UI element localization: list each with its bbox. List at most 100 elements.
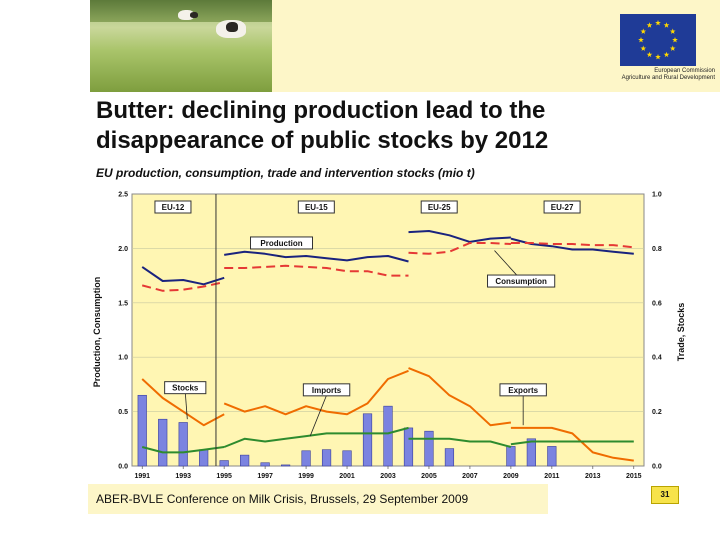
right-tick-label: 0.4 [652,355,662,362]
consumption-line [408,242,511,255]
left-tick-label: 1.0 [118,355,128,362]
period-label: EU-25 [428,203,451,212]
eu-star-icon [672,37,678,43]
y-axis-left-title: Production, Consumption [92,277,102,388]
slide-title: Butter: declining production lead to the… [96,96,716,156]
period-label-box [543,200,581,214]
grid-lines [132,248,644,412]
stocks-label: Stocks [172,384,199,393]
x-tick-label: 2015 [626,473,642,480]
imports-label-box [302,383,351,397]
x-tick-label: 1997 [257,473,273,480]
stocks-bar [219,460,229,467]
eu-star-icon [669,45,676,51]
eu-star-icon [646,51,653,58]
stocks-bar [178,422,188,467]
production-label: Production [260,239,302,248]
stocks-label-box [164,381,207,395]
eu-caption-line2: Agriculture and Rural Development [621,75,715,81]
stocks-bar [280,464,291,467]
stocks-bar [158,418,168,467]
stocks-bar [526,438,536,467]
eu-caption-line1: European Commission [654,68,715,74]
stocks-bar [260,462,270,467]
stocks-bars [137,394,557,467]
butter-chart: 0.0 0.0 0.5 0.2 1.0 0.4 1.5 0.6 2.0 0.8 2.5 1.0 1991… [92,192,686,481]
imports-pointer [309,395,327,437]
cow-image [178,10,194,20]
eu-star-icon [640,45,647,51]
production-line [224,250,409,263]
consumption-label-box [487,274,556,288]
y-axis-right-title: Trade, Stocks [676,303,686,362]
eu-star-icon [640,28,647,34]
slide-footer: ABER-BVLE Conference on Milk Crisis, Bru… [96,492,469,506]
eu-star-icon [663,22,670,28]
exports-line [223,369,409,416]
stocks-bar [240,454,250,467]
exports-label-box [499,383,547,397]
left-tick-label: 2.5 [118,192,128,199]
chart-subtitle: EU production, consumption, trade and in… [96,166,475,180]
cow-image [226,22,238,32]
page-number: 31 [651,486,679,504]
eu-star-icon [669,28,676,34]
banner-photo-cows [90,0,272,92]
stocks-bar [444,448,455,467]
slide-title-line1: Butter: declining production lead to the [96,97,546,124]
x-tick-label: 2011 [544,473,559,480]
stocks-bar [321,449,332,467]
imports-line [141,446,225,454]
left-tick-label: 0.0 [118,464,128,471]
x-tick-label: 2009 [503,473,519,480]
eu-star-icon [655,20,661,26]
period-label-box [297,200,335,214]
stocks-bar [362,413,373,467]
x-tick-label: 2013 [585,473,601,480]
period-label: EU-12 [162,203,185,212]
eu-star-icon [638,37,644,43]
x-tick-label: 2001 [339,473,355,480]
stocks-bar [301,450,311,467]
stocks-bar [547,446,557,467]
right-tick-label: 1.0 [652,192,662,199]
chart-labels: EU-12 EU-15 EU-25 EU-27 Production Consumptio… [154,200,581,437]
production-line [141,266,225,286]
axis-ticks: 0.0 0.0 0.5 0.2 1.0 0.4 1.5 0.6 2.0 0.8 2.5 1.0 1991… [118,192,662,481]
exports-line [141,378,225,427]
period-label-box [154,200,192,214]
stocks-bar [424,430,434,467]
eu-star-icon [663,51,670,58]
stocks-pointer [184,391,188,420]
stocks-bar [506,446,516,467]
eu-star-icon [646,22,653,28]
left-tick-label: 2.0 [118,246,128,253]
stocks-bar [383,405,393,467]
production-pointer [277,255,282,257]
right-tick-label: 0.2 [652,409,662,416]
x-tick-label: 2005 [421,473,437,480]
right-tick-label: 0.6 [652,300,662,307]
production-label-box [250,236,314,250]
eu-flag-logo [620,14,696,66]
consumption-line [224,264,409,277]
left-tick-label: 1.5 [118,300,128,307]
imports-label: Imports [312,386,342,395]
consumption-line [510,242,634,249]
eu-caption: European Commission Agriculture and Rura… [585,68,715,82]
right-tick-label: 0.0 [652,464,662,471]
exports-line [510,426,634,462]
imports-line [223,426,409,448]
footer-box [88,484,548,514]
imports-line [510,440,634,446]
x-tick-label: 1995 [216,473,232,480]
slide-title-line2: disappearance of public stocks by 2012 [96,127,549,154]
consumption-line [141,281,225,292]
stocks-bar [342,450,352,467]
x-tick-label: 2003 [380,473,396,480]
period-label: EU-15 [305,203,328,212]
x-tick-label: 2007 [462,473,478,480]
consumption-label: Consumption [495,277,547,286]
production-line [408,230,511,243]
exports-label: Exports [508,386,538,395]
